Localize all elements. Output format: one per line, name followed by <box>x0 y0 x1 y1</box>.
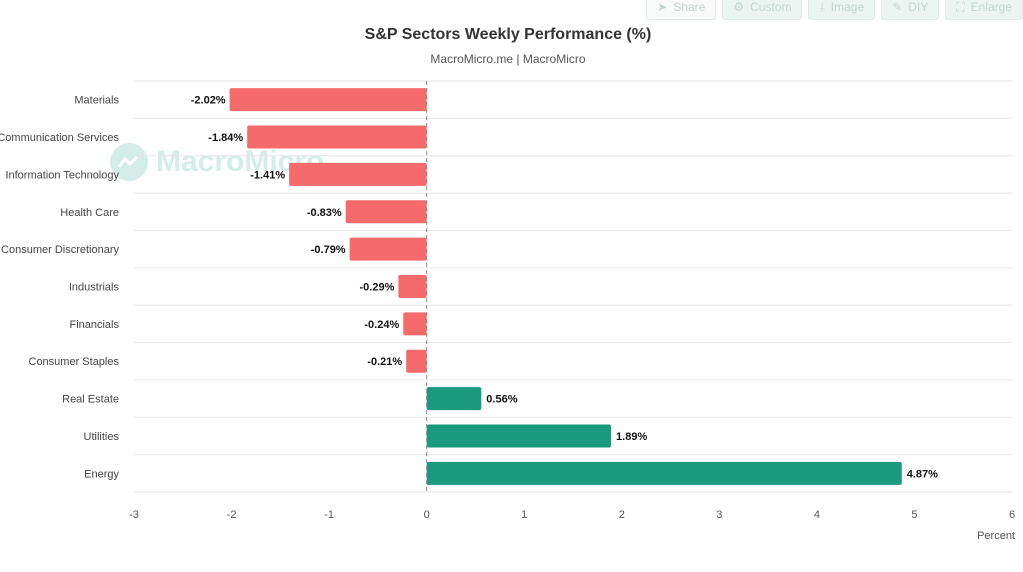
category-label: Materials <box>74 95 119 107</box>
pencil-icon: ✎ <box>892 0 903 14</box>
data-label: -0.24% <box>364 319 399 331</box>
x-tick-label: -3 <box>129 509 139 521</box>
x-axis-label: Percent <box>977 530 1015 542</box>
x-tick-label: -1 <box>324 509 334 521</box>
category-label: Real Estate <box>62 394 119 406</box>
share-label: Share <box>673 0 706 14</box>
chart-subtitle: MacroMicro.me | MacroMicro <box>430 52 586 66</box>
expand-icon: ⛶ <box>956 0 965 14</box>
data-label: 0.56% <box>486 394 517 406</box>
bar-health-care[interactable] <box>345 200 427 224</box>
share-icon: ➤ <box>657 0 668 14</box>
data-label: -0.83% <box>307 207 342 219</box>
bar-real-estate[interactable] <box>426 387 482 411</box>
gear-icon: ⚙ <box>733 0 745 14</box>
x-tick-label: 4 <box>814 509 820 521</box>
category-label: Utilities <box>84 431 120 443</box>
diy-button[interactable]: ✎ DIY <box>881 0 940 20</box>
bar-financials[interactable] <box>403 312 427 336</box>
data-label: 4.87% <box>907 468 938 480</box>
x-tick-label: 5 <box>911 509 917 521</box>
category-labels: Materials Communication Services Informati… <box>0 95 119 481</box>
image-button[interactable]: ⤓ Image <box>808 0 876 20</box>
category-label: Communication Services <box>0 132 119 144</box>
enlarge-label: Enlarge <box>970 0 1012 14</box>
bar-industrials[interactable] <box>398 275 427 298</box>
bar-materials[interactable] <box>229 88 427 112</box>
x-tick-label: 3 <box>716 509 722 521</box>
chart-title: S&P Sectors Weekly Performance (%) <box>364 26 652 43</box>
custom-button[interactable]: ⚙ Custom <box>722 0 803 20</box>
bar-consumer-staples[interactable] <box>406 349 427 373</box>
category-label: Consumer Discretionary <box>1 244 119 256</box>
enlarge-button[interactable]: ⛶ Enlarge <box>945 0 1023 20</box>
data-label: -0.21% <box>367 356 402 368</box>
diy-label: DIY <box>908 0 929 14</box>
category-label: Energy <box>84 468 119 480</box>
data-label: -1.41% <box>250 169 285 181</box>
download-icon: ⤓ <box>819 0 825 14</box>
bar-utilities[interactable] <box>426 424 612 448</box>
data-label: -0.29% <box>360 282 395 294</box>
category-label: Financials <box>69 319 119 331</box>
grid-lines <box>134 80 1012 493</box>
data-labels: -2.02% -1.84% -1.41% -0.83% -0.79% -0.29% -0.2… <box>191 95 938 481</box>
data-label: -1.84% <box>208 132 243 144</box>
x-tick-label: 1 <box>521 509 527 521</box>
x-tick-label: 0 <box>424 509 430 521</box>
image-label: Image <box>830 0 865 14</box>
data-label: -2.02% <box>191 95 226 107</box>
x-tick-label: -2 <box>227 509 237 521</box>
x-tick-label: 2 <box>619 509 625 521</box>
category-label: Industrials <box>69 282 120 294</box>
data-label: -0.79% <box>311 244 346 256</box>
bars <box>229 88 902 485</box>
data-label: 1.89% <box>616 431 647 443</box>
custom-label: Custom <box>750 0 792 14</box>
category-label: Health Care <box>60 207 119 219</box>
x-axis-ticks: -3 -2 -1 0 1 2 3 4 5 6 <box>129 509 1015 521</box>
x-tick-label: 6 <box>1009 509 1015 521</box>
bar-consumer-discretionary[interactable] <box>349 237 427 261</box>
category-label: Consumer Staples <box>29 356 120 368</box>
category-label: Information Technology <box>5 169 119 181</box>
bar-communication-services[interactable] <box>247 125 427 149</box>
bar-energy[interactable] <box>426 461 902 485</box>
share-button[interactable]: ➤ Share <box>646 0 717 20</box>
chart-toolbar: ➤ Share ⚙ Custom ⤓ Image ✎ DIY ⛶ Enlarge <box>646 0 1023 20</box>
bar-information-technology[interactable] <box>289 162 427 186</box>
